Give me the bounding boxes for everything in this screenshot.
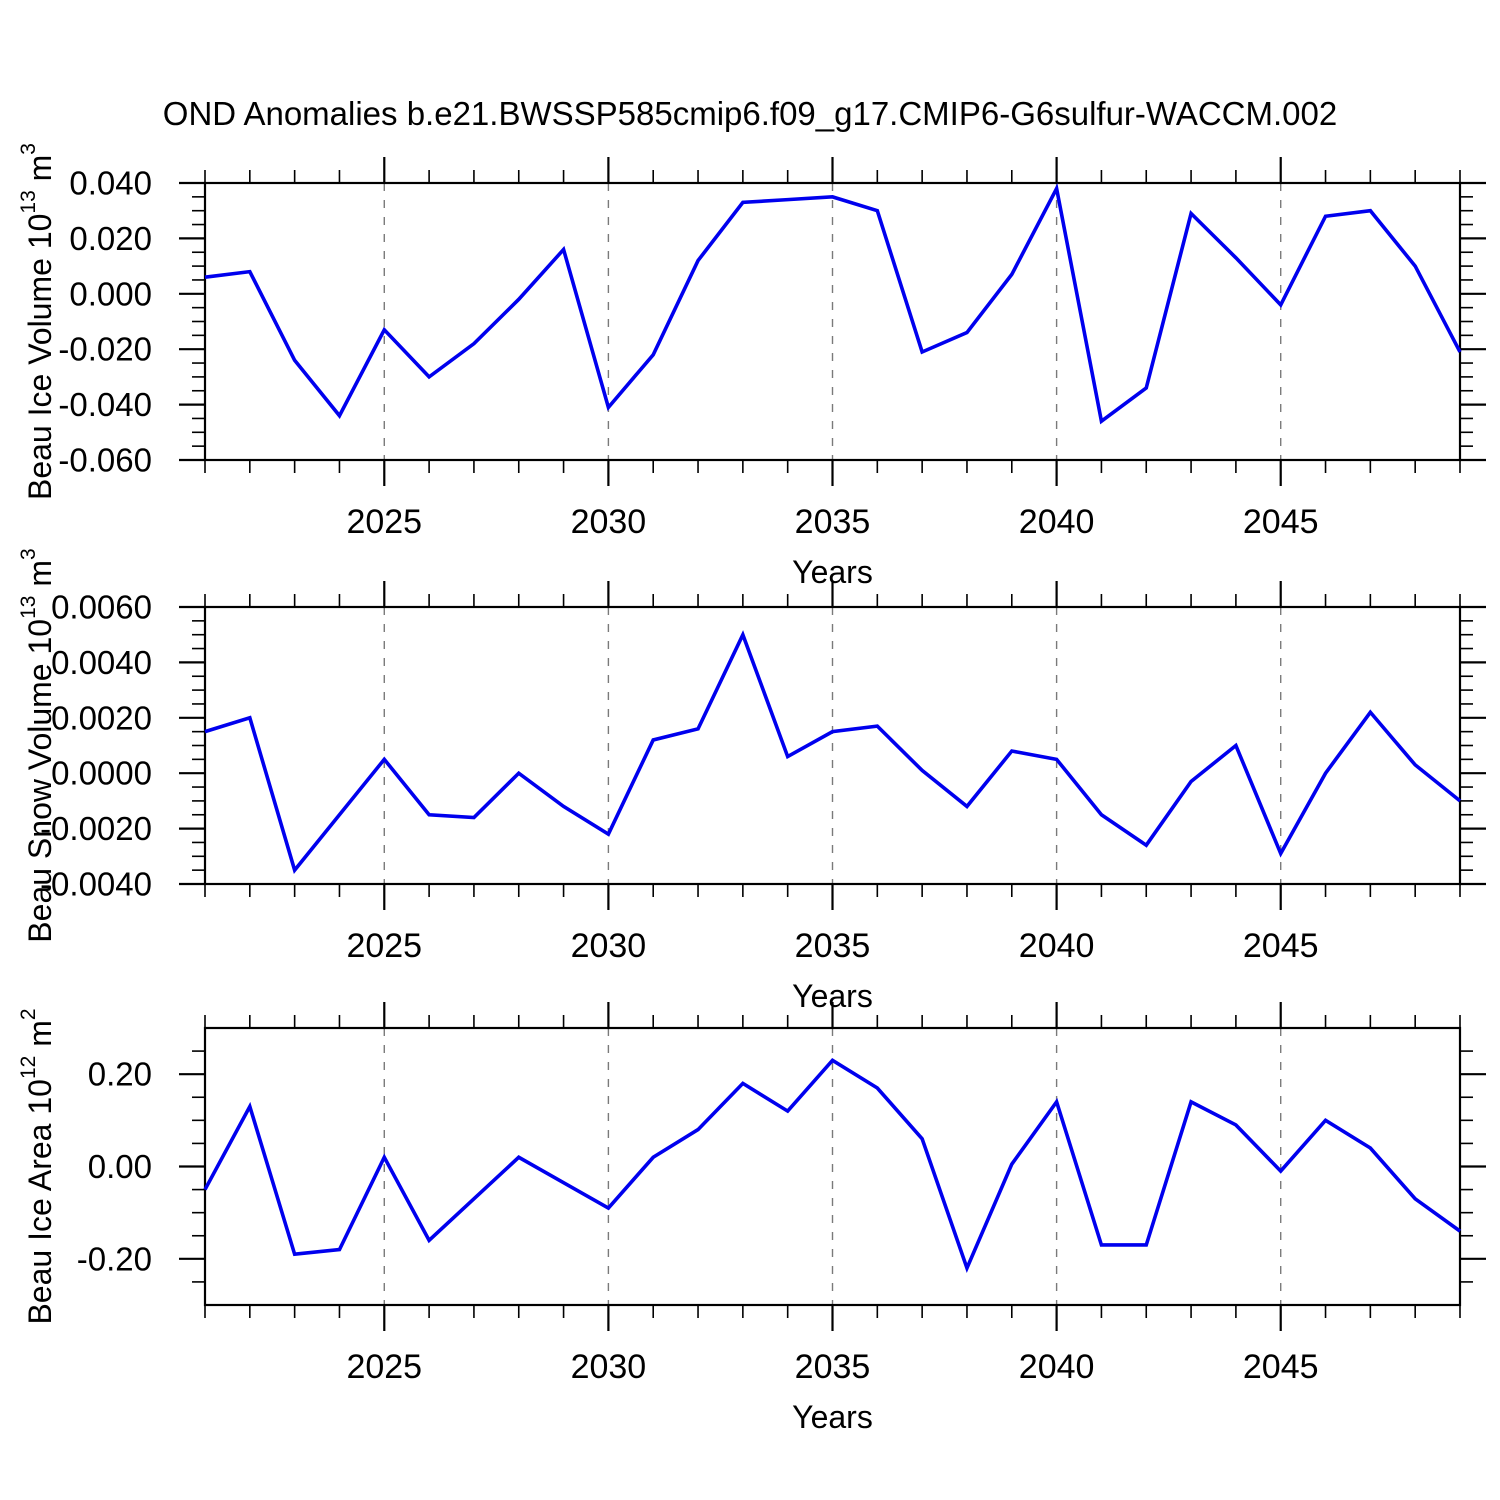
- beau-ice-volume-panel: 0.040 0.020 0.000 -0.020 -0.040 -0.060 2025 203…: [17, 143, 1486, 590]
- x-tick-label: 2025: [346, 927, 422, 965]
- x-tick-label: 2025: [346, 503, 422, 541]
- x-tick-label: 2030: [571, 927, 647, 965]
- y-tick-label: 0.0040: [51, 644, 152, 681]
- y-tick-label: 0.20: [88, 1056, 152, 1093]
- y-axis-title: Beau Ice Area 1012 m2: [17, 1008, 59, 1324]
- x-tick-label: 2035: [795, 927, 871, 965]
- x-tick-label: 2030: [571, 503, 647, 541]
- plot-frame: [203, 1026, 1462, 1307]
- y-tick-label: -0.0020: [40, 810, 152, 847]
- x-tick-label: 2040: [1019, 1348, 1095, 1386]
- x-tick-label: 2035: [795, 503, 871, 541]
- y-tick-label: -0.040: [58, 386, 152, 423]
- beau-ice-volume-series-line: [204, 183, 1462, 425]
- x-tick-label: 2030: [571, 1348, 647, 1386]
- x-tick-label: 2040: [1019, 503, 1095, 541]
- beau-ice-area-panel: 0.20 0.00 -0.20 2025 2030 2035 2040 2045 Years Be…: [17, 1002, 1486, 1435]
- y-axis-title: Beau Snow Volume 1013 m3: [17, 548, 59, 942]
- y-tick-label: 0.0060: [51, 589, 152, 626]
- beau-snow-volume-series-line: [204, 630, 1462, 874]
- beau-ice-area-series-line: [203, 1057, 1462, 1274]
- x-tick-label: 2035: [795, 1348, 871, 1386]
- y-tick-label: 0.00: [88, 1148, 152, 1185]
- x-tick-label: 2045: [1243, 927, 1319, 965]
- x-tick-label: 2040: [1019, 927, 1095, 965]
- x-axis-title: Years: [792, 1399, 873, 1435]
- y-tick-label: 0.000: [69, 275, 152, 312]
- y-tick-label: 0.040: [69, 165, 152, 202]
- y-tick-label: -0.020: [58, 331, 152, 368]
- x-tick-label: 2025: [346, 1348, 422, 1386]
- beau-snow-volume-panel: 0.0060 0.0040 0.0020 0.0000 -0.0020 -0.0040 20…: [17, 548, 1486, 1014]
- y-tick-label: -0.0040: [40, 866, 152, 903]
- y-axis-title: Beau Ice Volume 1013 m3: [17, 143, 59, 500]
- y-tick-label: -0.060: [58, 442, 152, 479]
- y-tick-label: 0.020: [69, 220, 152, 257]
- x-tick-label: 2045: [1243, 1348, 1319, 1386]
- y-tick-label: 0.0000: [51, 755, 152, 792]
- plot-frame: [203, 605, 1462, 886]
- y-tick-label: -0.20: [77, 1240, 152, 1277]
- figure-title: OND Anomalies b.e21.BWSSP585cmip6.f09_g1…: [162, 95, 1338, 132]
- plot-frame: [203, 181, 1462, 462]
- y-tick-label: 0.0020: [51, 699, 152, 736]
- x-tick-label: 2045: [1243, 503, 1319, 541]
